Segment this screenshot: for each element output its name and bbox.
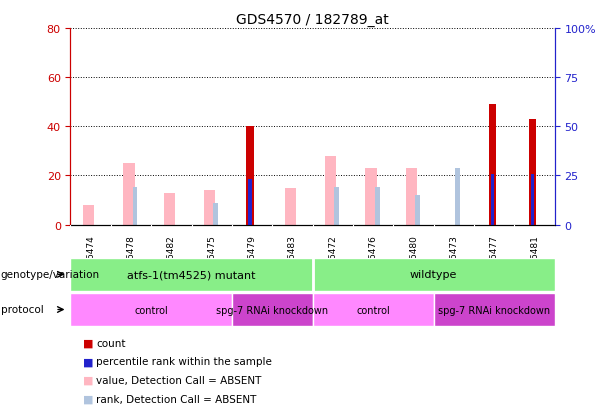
Bar bbox=[164, 193, 175, 225]
Bar bbox=[375, 188, 379, 225]
Text: GSM936474: GSM936474 bbox=[86, 235, 95, 289]
Text: control: control bbox=[356, 305, 390, 315]
Bar bbox=[246, 127, 254, 225]
Title: GDS4570 / 182789_at: GDS4570 / 182789_at bbox=[236, 12, 389, 26]
Bar bbox=[529, 120, 536, 225]
Bar bbox=[489, 105, 496, 225]
Text: GSM936478: GSM936478 bbox=[126, 235, 135, 290]
Text: GSM936475: GSM936475 bbox=[207, 235, 216, 290]
Bar bbox=[83, 206, 94, 225]
Text: GSM936480: GSM936480 bbox=[409, 235, 418, 290]
Text: GSM936481: GSM936481 bbox=[530, 235, 539, 290]
Text: control: control bbox=[134, 305, 168, 315]
Text: ■: ■ bbox=[83, 338, 93, 348]
Bar bbox=[213, 204, 218, 225]
Bar bbox=[365, 169, 377, 225]
Text: ■: ■ bbox=[83, 394, 93, 404]
Bar bbox=[132, 188, 137, 225]
Bar bbox=[433, 293, 555, 326]
Text: atfs-1(tm4525) mutant: atfs-1(tm4525) mutant bbox=[128, 270, 256, 280]
Bar bbox=[325, 157, 337, 225]
Bar bbox=[70, 258, 313, 291]
Text: value, Detection Call = ABSENT: value, Detection Call = ABSENT bbox=[96, 375, 262, 385]
Text: GSM936479: GSM936479 bbox=[248, 235, 257, 290]
Bar bbox=[313, 293, 434, 326]
Bar bbox=[248, 180, 252, 225]
Text: GSM936476: GSM936476 bbox=[368, 235, 378, 290]
Text: spg-7 RNAi knockdown: spg-7 RNAi knockdown bbox=[216, 305, 329, 315]
Text: GSM936482: GSM936482 bbox=[167, 235, 176, 289]
Bar bbox=[70, 293, 232, 326]
Text: percentile rank within the sample: percentile rank within the sample bbox=[96, 356, 272, 366]
Text: GSM936483: GSM936483 bbox=[288, 235, 297, 290]
Bar bbox=[490, 174, 494, 225]
Bar bbox=[313, 258, 555, 291]
Bar bbox=[406, 169, 417, 225]
Text: GSM936473: GSM936473 bbox=[449, 235, 459, 290]
Text: GSM936472: GSM936472 bbox=[329, 235, 337, 289]
Text: ■: ■ bbox=[83, 356, 93, 366]
Bar bbox=[455, 168, 460, 225]
Text: protocol: protocol bbox=[1, 305, 44, 315]
Bar bbox=[285, 188, 296, 225]
Bar bbox=[335, 188, 339, 225]
Text: ■: ■ bbox=[83, 375, 93, 385]
Text: wildtype: wildtype bbox=[410, 270, 457, 280]
Bar bbox=[204, 191, 215, 225]
Bar bbox=[123, 164, 135, 225]
Bar bbox=[232, 293, 313, 326]
Bar bbox=[415, 196, 420, 225]
Text: spg-7 RNAi knockdown: spg-7 RNAi knockdown bbox=[438, 305, 550, 315]
Text: count: count bbox=[96, 338, 126, 348]
Bar bbox=[531, 174, 534, 225]
Text: rank, Detection Call = ABSENT: rank, Detection Call = ABSENT bbox=[96, 394, 257, 404]
Text: genotype/variation: genotype/variation bbox=[1, 270, 100, 280]
Text: GSM936477: GSM936477 bbox=[490, 235, 499, 290]
